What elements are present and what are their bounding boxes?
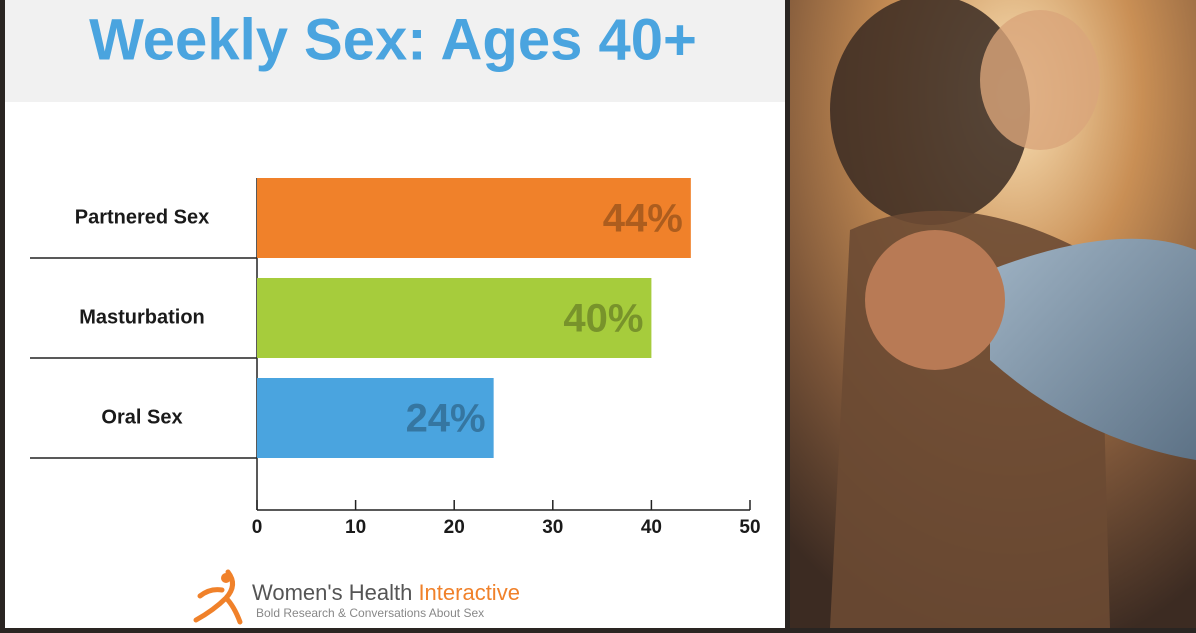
value-label: 40% [563, 297, 643, 341]
chart-title: Weekly Sex: Ages 40+ [89, 7, 697, 72]
category-label: Oral Sex [101, 406, 182, 428]
value-label: 44% [603, 197, 683, 241]
x-tick-label: 20 [444, 517, 465, 538]
x-tick-label: 0 [252, 517, 263, 538]
value-label: 24% [406, 397, 486, 441]
title-band [5, 0, 785, 102]
x-tick-label: 10 [345, 517, 366, 538]
logo-tagline: Bold Research & Conversations About Sex [256, 606, 484, 620]
logo-highlight: Interactive [418, 580, 520, 605]
logo-name-text: Women's Health [252, 580, 412, 605]
photo [790, 0, 1196, 628]
logo-name: Women's Health Interactive [252, 580, 520, 605]
bar [257, 178, 691, 258]
logo: Women's Health Interactive Bold Research… [193, 569, 520, 625]
bar [257, 278, 652, 358]
x-tick-label: 30 [542, 517, 563, 538]
category-label: Masturbation [79, 306, 205, 328]
category-label: Partnered Sex [75, 206, 210, 228]
plot: 0 10 20 30 40 50 Partnered Sex 44% Masturbation 4… [30, 178, 761, 538]
x-tick-label: 40 [641, 517, 662, 538]
x-tick-label: 50 [739, 517, 760, 538]
bar [257, 378, 494, 458]
